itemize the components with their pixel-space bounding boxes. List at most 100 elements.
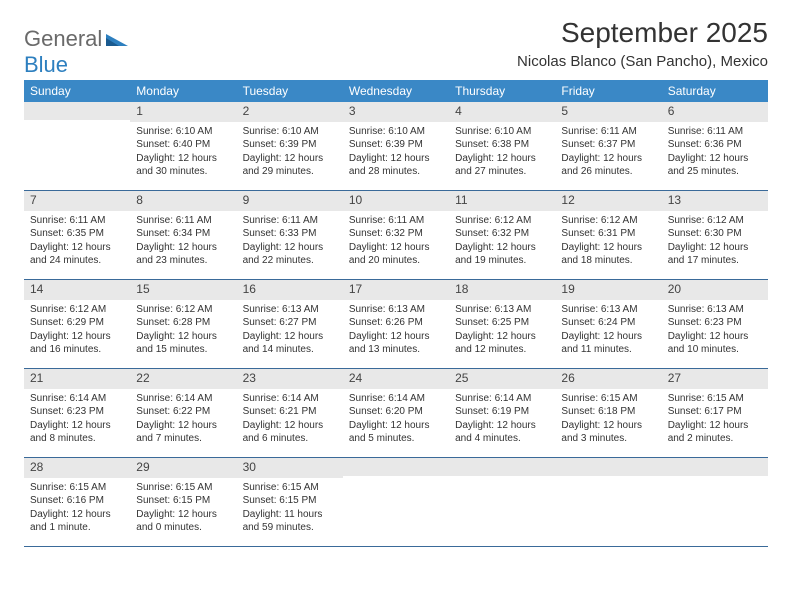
day-detail-line: Daylight: 12 hours xyxy=(455,152,549,166)
day-detail-line: Sunset: 6:29 PM xyxy=(30,316,124,330)
day-detail-line: Sunset: 6:18 PM xyxy=(561,405,655,419)
day-number: 23 xyxy=(237,369,343,389)
day-cell xyxy=(555,458,661,546)
day-number: 10 xyxy=(343,191,449,211)
day-detail-line: Sunrise: 6:10 AM xyxy=(243,125,337,139)
day-details: Sunrise: 6:14 AMSunset: 6:20 PMDaylight:… xyxy=(343,389,449,450)
day-number: 26 xyxy=(555,369,661,389)
day-details: Sunrise: 6:15 AMSunset: 6:18 PMDaylight:… xyxy=(555,389,661,450)
dow-cell: Monday xyxy=(130,80,236,102)
day-detail-line: and 19 minutes. xyxy=(455,254,549,268)
day-cell: 10 Sunrise: 6:11 AMSunset: 6:32 PMDayligh… xyxy=(343,191,449,279)
empty-day-band xyxy=(555,458,661,476)
day-number: 3 xyxy=(343,102,449,122)
day-details: Sunrise: 6:10 AMSunset: 6:39 PMDaylight:… xyxy=(343,122,449,183)
dow-cell: Thursday xyxy=(449,80,555,102)
day-number: 19 xyxy=(555,280,661,300)
day-cell: 21Sunrise: 6:14 AMSunset: 6:23 PMDayligh… xyxy=(24,369,130,457)
day-details: Sunrise: 6:12 AMSunset: 6:28 PMDaylight:… xyxy=(130,300,236,361)
day-number: 21 xyxy=(24,369,130,389)
day-cell: 19Sunrise: 6:13 AMSunset: 6:24 PMDayligh… xyxy=(555,280,661,368)
dow-cell: Tuesday xyxy=(237,80,343,102)
day-detail-line: Sunrise: 6:15 AM xyxy=(30,481,124,495)
day-detail-line: and 10 minutes. xyxy=(668,343,762,357)
day-of-week-header: SundayMondayTuesdayWednesdayThursdayFrid… xyxy=(24,80,768,102)
day-detail-line: and 18 minutes. xyxy=(561,254,655,268)
day-detail-line: Sunrise: 6:11 AM xyxy=(136,214,230,228)
day-detail-line: Sunrise: 6:12 AM xyxy=(455,214,549,228)
day-number: 12 xyxy=(555,191,661,211)
calendar-grid: SundayMondayTuesdayWednesdayThursdayFrid… xyxy=(24,80,768,547)
day-detail-line: Sunrise: 6:13 AM xyxy=(455,303,549,317)
day-details: Sunrise: 6:11 AMSunset: 6:36 PMDaylight:… xyxy=(662,122,768,183)
day-detail-line: Daylight: 12 hours xyxy=(668,152,762,166)
day-detail-line: and 11 minutes. xyxy=(561,343,655,357)
day-details: Sunrise: 6:12 AMSunset: 6:29 PMDaylight:… xyxy=(24,300,130,361)
day-detail-line: and 12 minutes. xyxy=(455,343,549,357)
day-cell: 25Sunrise: 6:14 AMSunset: 6:19 PMDayligh… xyxy=(449,369,555,457)
day-detail-line: Sunset: 6:21 PM xyxy=(243,405,337,419)
day-cell: 9Sunrise: 6:11 AMSunset: 6:33 PMDaylight… xyxy=(237,191,343,279)
day-detail-line: and 20 minutes. xyxy=(349,254,443,268)
brand-logo: General Blue xyxy=(24,18,128,78)
day-detail-line: Daylight: 12 hours xyxy=(349,419,443,433)
day-detail-line: and 6 minutes. xyxy=(243,432,337,446)
day-cell xyxy=(343,458,449,546)
day-cell: 11Sunrise: 6:12 AMSunset: 6:32 PMDayligh… xyxy=(449,191,555,279)
day-detail-line: Sunset: 6:38 PM xyxy=(455,138,549,152)
day-detail-line: and 0 minutes. xyxy=(136,521,230,535)
location-subtitle: Nicolas Blanco (San Pancho), Mexico xyxy=(517,53,768,70)
page-header: General Blue September 2025 Nicolas Blan… xyxy=(24,18,768,78)
day-details: Sunrise: 6:13 AMSunset: 6:26 PMDaylight:… xyxy=(343,300,449,361)
day-detail-line: and 27 minutes. xyxy=(455,165,549,179)
day-detail-line: Sunrise: 6:10 AM xyxy=(349,125,443,139)
day-detail-line: Sunset: 6:33 PM xyxy=(243,227,337,241)
day-detail-line: Daylight: 12 hours xyxy=(243,419,337,433)
day-cell: 28Sunrise: 6:15 AMSunset: 6:16 PMDayligh… xyxy=(24,458,130,546)
weeks-container: 1Sunrise: 6:10 AMSunset: 6:40 PMDaylight… xyxy=(24,102,768,547)
day-detail-line: and 5 minutes. xyxy=(349,432,443,446)
day-detail-line: Daylight: 12 hours xyxy=(30,419,124,433)
day-cell: 12Sunrise: 6:12 AMSunset: 6:31 PMDayligh… xyxy=(555,191,661,279)
day-cell: 8Sunrise: 6:11 AMSunset: 6:34 PMDaylight… xyxy=(130,191,236,279)
day-cell: 22Sunrise: 6:14 AMSunset: 6:22 PMDayligh… xyxy=(130,369,236,457)
day-detail-line: Sunrise: 6:11 AM xyxy=(668,125,762,139)
day-details: Sunrise: 6:14 AMSunset: 6:21 PMDaylight:… xyxy=(237,389,343,450)
day-detail-line: and 59 minutes. xyxy=(243,521,337,535)
day-detail-line: Daylight: 12 hours xyxy=(561,152,655,166)
day-detail-line: Daylight: 12 hours xyxy=(136,508,230,522)
day-detail-line: Sunset: 6:39 PM xyxy=(349,138,443,152)
day-detail-line: Sunset: 6:32 PM xyxy=(349,227,443,241)
day-detail-line: Sunset: 6:36 PM xyxy=(668,138,762,152)
day-cell xyxy=(449,458,555,546)
day-cell: 15Sunrise: 6:12 AMSunset: 6:28 PMDayligh… xyxy=(130,280,236,368)
day-detail-line: Sunrise: 6:11 AM xyxy=(349,214,443,228)
day-detail-line: Sunset: 6:24 PM xyxy=(561,316,655,330)
day-details: Sunrise: 6:15 AMSunset: 6:15 PMDaylight:… xyxy=(130,478,236,539)
day-detail-line: Daylight: 12 hours xyxy=(30,330,124,344)
day-detail-line: Sunrise: 6:10 AM xyxy=(455,125,549,139)
day-detail-line: Sunrise: 6:13 AM xyxy=(243,303,337,317)
day-cell: 6Sunrise: 6:11 AMSunset: 6:36 PMDaylight… xyxy=(662,102,768,190)
day-number: 20 xyxy=(662,280,768,300)
day-detail-line: Sunset: 6:30 PM xyxy=(668,227,762,241)
day-detail-line: Sunrise: 6:15 AM xyxy=(136,481,230,495)
day-detail-line: Daylight: 12 hours xyxy=(668,419,762,433)
day-number: 1 xyxy=(130,102,236,122)
day-detail-line: Sunset: 6:23 PM xyxy=(668,316,762,330)
day-detail-line: Sunrise: 6:12 AM xyxy=(668,214,762,228)
day-cell: 24Sunrise: 6:14 AMSunset: 6:20 PMDayligh… xyxy=(343,369,449,457)
empty-day-band xyxy=(662,458,768,476)
day-number: 17 xyxy=(343,280,449,300)
day-detail-line: Sunrise: 6:10 AM xyxy=(136,125,230,139)
day-detail-line: Sunrise: 6:13 AM xyxy=(349,303,443,317)
day-detail-line: Daylight: 12 hours xyxy=(349,241,443,255)
day-number: 30 xyxy=(237,458,343,478)
day-detail-line: Daylight: 12 hours xyxy=(455,241,549,255)
logo-word-general: General xyxy=(24,26,102,51)
day-detail-line: Daylight: 12 hours xyxy=(668,241,762,255)
day-number: 29 xyxy=(130,458,236,478)
day-detail-line: and 23 minutes. xyxy=(136,254,230,268)
day-number: 14 xyxy=(24,280,130,300)
day-detail-line: Sunrise: 6:15 AM xyxy=(561,392,655,406)
